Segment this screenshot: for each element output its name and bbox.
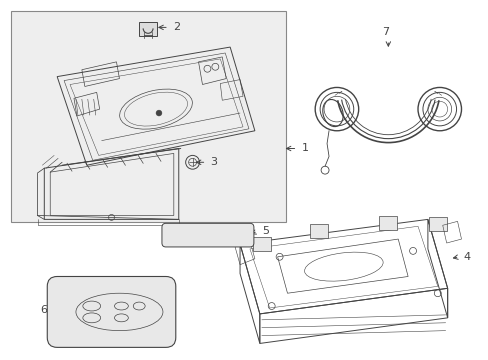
Text: 1: 1 [301, 144, 308, 153]
Circle shape [156, 110, 162, 116]
Text: 6: 6 [41, 305, 47, 315]
Text: 4: 4 [463, 252, 469, 262]
FancyBboxPatch shape [139, 22, 157, 36]
FancyBboxPatch shape [309, 224, 327, 238]
FancyBboxPatch shape [162, 223, 253, 247]
Text: 5: 5 [261, 226, 268, 236]
Text: 2: 2 [172, 22, 180, 32]
FancyBboxPatch shape [252, 237, 270, 251]
Text: 3: 3 [210, 157, 217, 167]
FancyBboxPatch shape [47, 276, 175, 347]
Text: 7: 7 [381, 27, 388, 37]
Bar [11, 11, 285, 222]
FancyBboxPatch shape [379, 216, 396, 230]
FancyBboxPatch shape [428, 217, 446, 231]
